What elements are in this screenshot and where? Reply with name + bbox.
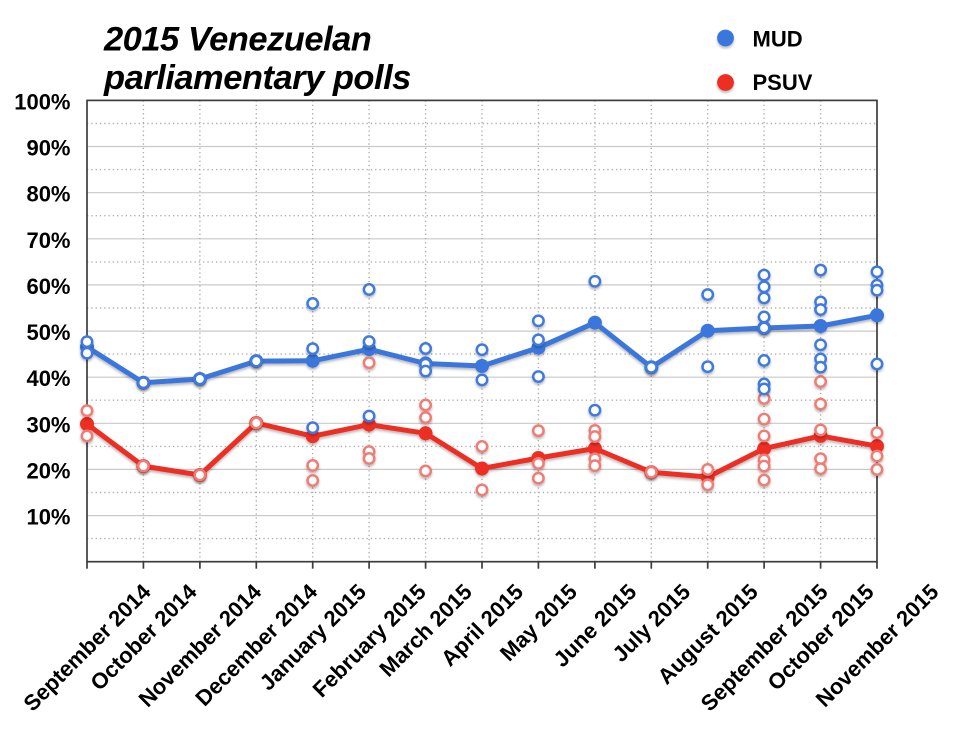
svg-text:100%: 100% xyxy=(14,89,70,114)
svg-text:50%: 50% xyxy=(26,320,70,345)
svg-text:parliamentary polls: parliamentary polls xyxy=(103,59,411,97)
svg-text:80%: 80% xyxy=(26,182,70,207)
svg-text:60%: 60% xyxy=(26,274,70,299)
svg-text:90%: 90% xyxy=(26,136,70,161)
svg-text:10%: 10% xyxy=(26,505,70,530)
svg-text:40%: 40% xyxy=(26,366,70,391)
svg-text:70%: 70% xyxy=(26,228,70,253)
svg-text:20%: 20% xyxy=(26,458,70,483)
svg-text:30%: 30% xyxy=(26,412,70,437)
svg-text:PSUV: PSUV xyxy=(753,70,813,95)
svg-text:MUD: MUD xyxy=(753,27,803,52)
svg-text:2015 Venezuelan: 2015 Venezuelan xyxy=(103,21,371,59)
